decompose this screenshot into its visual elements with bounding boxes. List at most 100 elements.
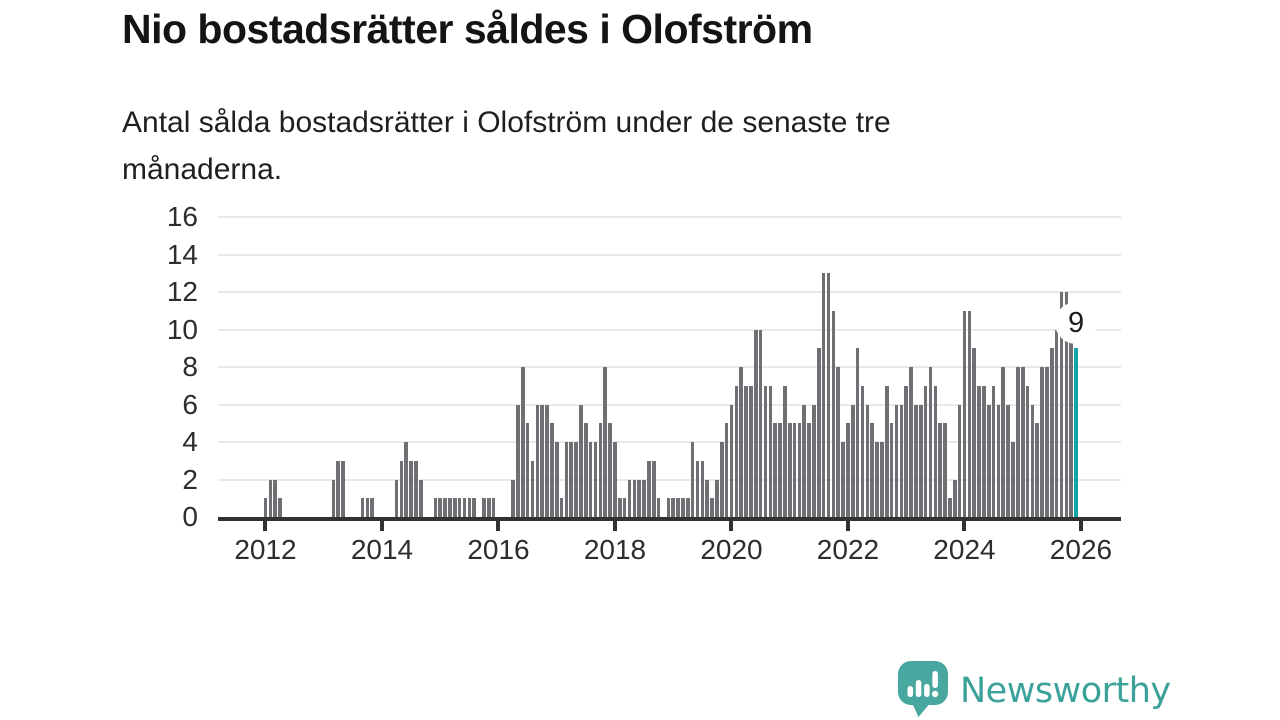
bar xyxy=(268,479,273,517)
bar xyxy=(278,498,282,517)
bar xyxy=(855,348,860,517)
bar xyxy=(603,367,608,517)
bar xyxy=(685,498,690,517)
gridline xyxy=(218,366,1121,368)
bar xyxy=(486,498,491,517)
y-axis-tick-label: 8 xyxy=(182,351,198,382)
bar xyxy=(812,404,816,517)
x-axis-line xyxy=(218,517,1121,521)
bar xyxy=(851,404,855,517)
bar xyxy=(360,498,365,517)
bar xyxy=(986,404,991,517)
bar xyxy=(690,442,695,517)
bar xyxy=(865,404,870,517)
current-value-label: 9 xyxy=(1055,302,1098,345)
bar xyxy=(875,442,879,517)
bar xyxy=(962,310,967,517)
current-bar xyxy=(1074,348,1078,517)
bar xyxy=(404,442,409,517)
gridline xyxy=(218,253,1121,256)
bar xyxy=(948,498,952,517)
newsworthy-logo-icon xyxy=(897,660,949,720)
bar xyxy=(579,404,583,517)
bar xyxy=(336,460,341,517)
bar xyxy=(516,404,520,517)
bar xyxy=(569,442,574,517)
bar xyxy=(1059,292,1064,517)
bar xyxy=(894,404,899,517)
bar xyxy=(593,442,598,517)
bar xyxy=(331,479,336,517)
gridline xyxy=(218,441,1121,443)
bar xyxy=(613,442,617,517)
bar xyxy=(370,498,375,517)
newsworthy-logo-text: Newsworthy xyxy=(960,671,1171,711)
bar xyxy=(588,442,593,517)
bar xyxy=(632,479,637,517)
bar xyxy=(836,367,841,517)
bar xyxy=(545,404,549,517)
gridline xyxy=(218,478,1121,481)
bar xyxy=(365,498,370,517)
bar xyxy=(652,460,656,517)
x-axis-tick-label: 2020 xyxy=(700,534,763,565)
y-axis-tick-label: 2 xyxy=(182,463,198,495)
bar xyxy=(807,423,811,517)
bar xyxy=(715,479,719,517)
bar xyxy=(778,423,782,517)
bar xyxy=(608,423,612,517)
bar xyxy=(622,498,627,517)
bar xyxy=(511,479,515,517)
newsworthy-logo: Newsworthy xyxy=(897,660,1171,720)
bar xyxy=(884,385,889,517)
bar xyxy=(584,423,588,517)
bar xyxy=(753,329,758,517)
bar xyxy=(647,460,651,517)
bar xyxy=(472,498,476,517)
bar xyxy=(520,367,525,517)
x-axis-tick-label: 2016 xyxy=(467,534,530,565)
bar xyxy=(734,385,739,517)
x-axis-tick xyxy=(263,521,268,531)
gridline xyxy=(218,291,1121,293)
x-axis-tick xyxy=(612,521,617,531)
bar xyxy=(797,423,802,517)
bar xyxy=(574,442,578,517)
bar xyxy=(802,404,807,517)
x-axis-tick-label: 2014 xyxy=(350,534,414,565)
x-axis-tick-label: 2022 xyxy=(816,534,880,565)
bar xyxy=(525,423,530,517)
bar xyxy=(1020,367,1025,517)
bar xyxy=(409,460,413,517)
bar xyxy=(530,460,535,517)
bar xyxy=(846,423,850,517)
bar xyxy=(341,460,345,517)
bar xyxy=(982,385,986,517)
bar xyxy=(1011,442,1015,517)
bar xyxy=(719,442,724,517)
chart-title: Nio bostadsrätter såldes i Olofström xyxy=(122,6,813,52)
chart-subtitle: Antal sålda bostadsrätter i Olofström un… xyxy=(122,106,891,186)
bar xyxy=(870,423,875,517)
bar xyxy=(554,442,559,517)
bar xyxy=(1035,423,1040,517)
bar xyxy=(826,273,831,517)
y-axis-tick-label: 4 xyxy=(182,426,198,457)
x-axis-tick xyxy=(496,521,501,531)
y-axis-tick-label: 6 xyxy=(182,388,198,420)
bar xyxy=(705,479,709,517)
bar xyxy=(399,460,404,517)
bar xyxy=(928,367,933,517)
bar xyxy=(1030,404,1035,517)
bar xyxy=(656,498,661,517)
bar xyxy=(671,498,676,517)
bar xyxy=(1050,348,1054,517)
bar xyxy=(792,423,797,517)
bar xyxy=(972,348,976,517)
bar xyxy=(899,404,904,517)
bar xyxy=(1001,367,1006,517)
bar xyxy=(749,385,753,517)
bar xyxy=(831,310,836,517)
x-axis-tick-label: 2024 xyxy=(933,534,996,565)
